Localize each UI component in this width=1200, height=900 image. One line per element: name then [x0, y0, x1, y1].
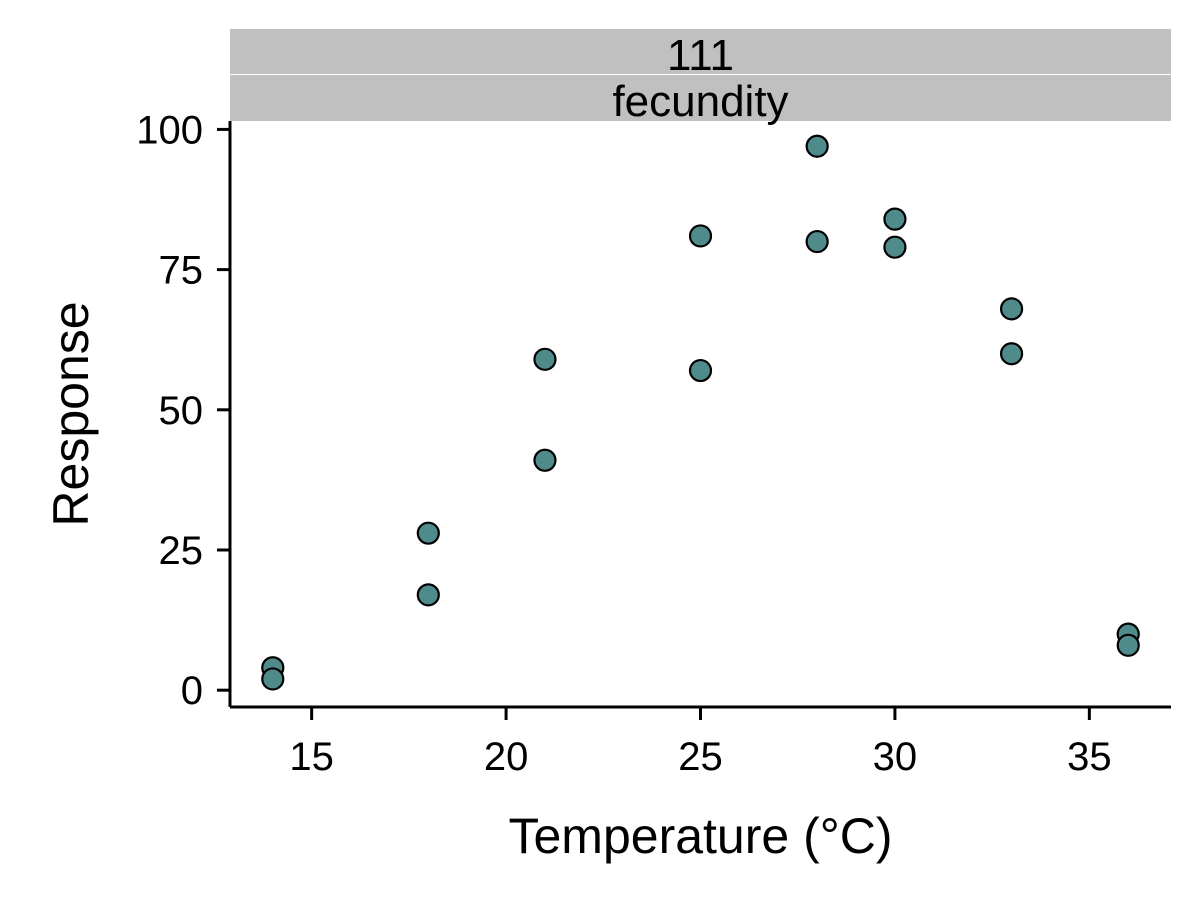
y-axis-title: Response	[43, 301, 99, 526]
y-tick-label: 50	[159, 389, 204, 433]
x-tick-label: 25	[678, 735, 723, 779]
data-point	[416, 583, 440, 607]
facet-strip-bottom-background	[230, 75, 1171, 121]
data-point	[805, 229, 829, 254]
data-point	[261, 667, 285, 691]
y-axis-ticks: 0 25 50 75 100	[136, 108, 230, 713]
data-point	[883, 235, 907, 259]
x-tick-label: 30	[873, 735, 918, 779]
y-tick-label: 0	[181, 669, 203, 713]
data-point	[416, 521, 440, 545]
data-point	[805, 134, 829, 158]
x-axis-ticks: 15 20 25 30 35	[289, 707, 1112, 779]
data-point	[533, 347, 557, 371]
y-tick-label: 25	[159, 529, 204, 573]
data-point	[688, 358, 713, 383]
facet-strip-label-trait: fecundity	[612, 77, 788, 126]
data-point	[688, 224, 713, 248]
data-points	[261, 134, 1140, 691]
x-tick-label: 20	[484, 735, 529, 779]
x-tick-label: 15	[289, 735, 334, 779]
data-point	[1116, 633, 1140, 657]
y-tick-label: 100	[136, 108, 203, 152]
facet-strip-label-id: 111	[667, 31, 734, 80]
facet-strip-top-background	[230, 29, 1171, 74]
data-point	[883, 207, 907, 231]
facet-strip: 111 fecundity	[230, 29, 1171, 126]
data-point	[533, 448, 557, 472]
y-tick-label: 75	[159, 249, 204, 293]
data-point	[999, 297, 1024, 321]
data-point	[999, 342, 1024, 366]
x-tick-label: 35	[1067, 735, 1112, 779]
x-axis-title: Temperature (°C)	[509, 808, 893, 864]
